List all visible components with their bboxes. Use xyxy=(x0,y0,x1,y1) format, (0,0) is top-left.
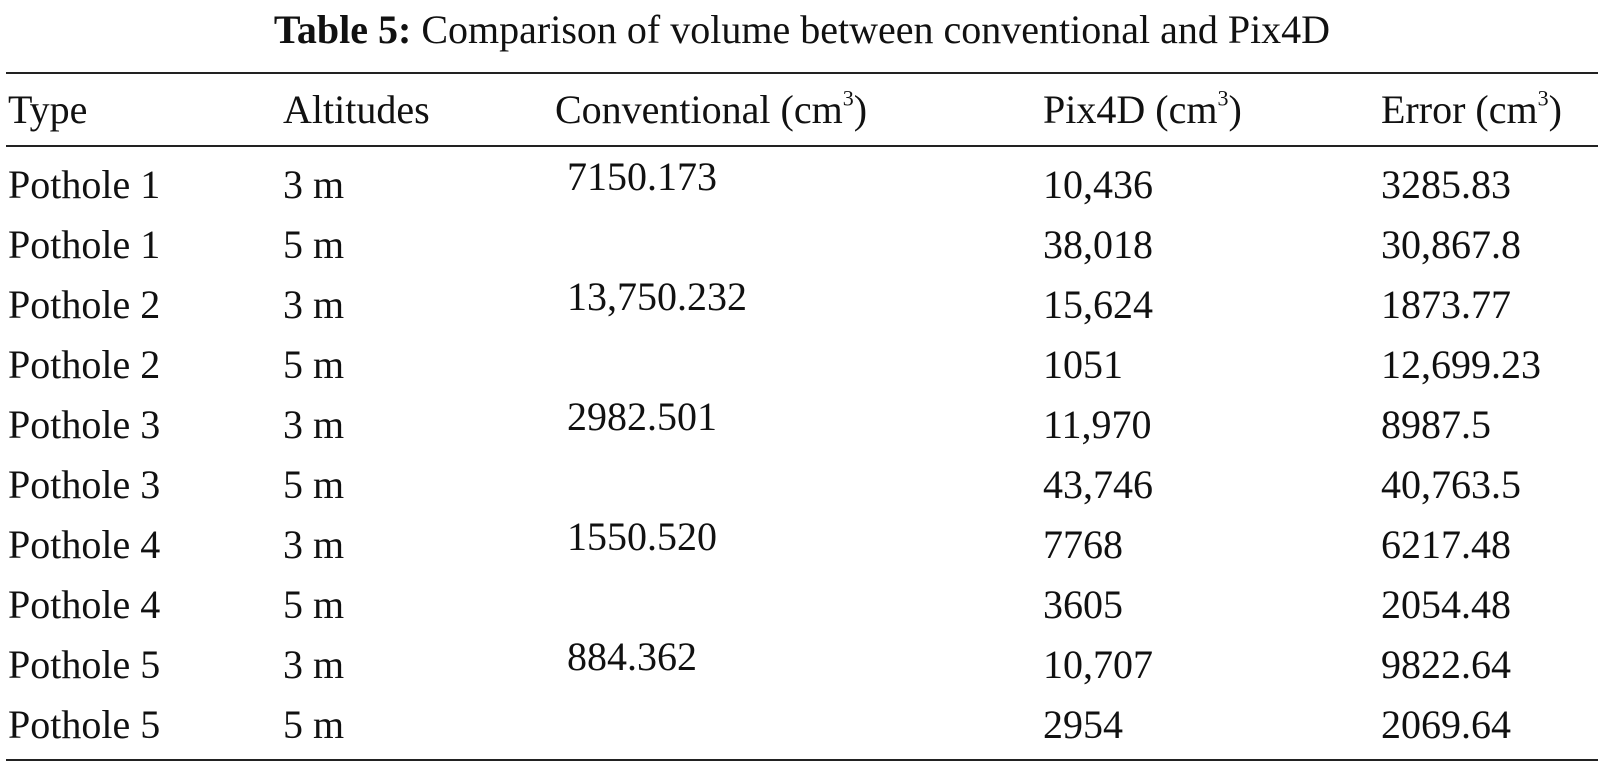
cell-conventional: 7150.173 xyxy=(567,154,717,199)
cell-error: 40,763.5 xyxy=(1381,462,1521,507)
table-caption: Table 5: Comparison of volume between co… xyxy=(0,8,1604,52)
cell-error: 12,699.23 xyxy=(1381,342,1541,387)
table-row: Pothole 4 3 m 1550.520 7768 6217.48 xyxy=(0,514,1604,575)
cell-conventional: 1550.520 xyxy=(567,514,717,559)
header-error-unit: 3 xyxy=(1537,85,1549,111)
cell-pix4d: 7768 xyxy=(1043,522,1123,567)
table-row: Pothole 5 3 m 884.362 10,707 9822.64 xyxy=(0,634,1604,695)
cell-type: Pothole 5 xyxy=(8,702,161,747)
cell-altitude: 5 m xyxy=(283,462,345,507)
header-conventional-label: Conventional (cm xyxy=(555,87,843,132)
cell-pix4d: 11,970 xyxy=(1043,402,1152,447)
cell-error: 6217.48 xyxy=(1381,522,1511,567)
cell-altitude: 3 m xyxy=(283,642,345,687)
top-rule xyxy=(6,72,1598,74)
cell-type: Pothole 1 xyxy=(8,222,161,267)
header-pix4d: Pix4D (cm3) xyxy=(1043,80,1242,140)
cell-pix4d: 10,436 xyxy=(1043,162,1153,207)
cell-type: Pothole 2 xyxy=(8,282,161,327)
cell-error: 1873.77 xyxy=(1381,282,1511,327)
cell-error: 3285.83 xyxy=(1381,162,1511,207)
cell-type: Pothole 2 xyxy=(8,342,161,387)
cell-type: Pothole 3 xyxy=(8,402,161,447)
table-row: Pothole 1 5 m 38,018 30,867.8 xyxy=(0,215,1604,275)
cell-altitude: 3 m xyxy=(283,282,345,327)
table-row: Pothole 1 3 m 7150.173 10,436 3285.83 xyxy=(0,154,1604,215)
header-error-label: Error (cm xyxy=(1381,87,1538,132)
table-row: Pothole 2 5 m 1051 12,699.23 xyxy=(0,335,1604,395)
cell-pix4d: 43,746 xyxy=(1043,462,1153,507)
cell-conventional: 13,750.232 xyxy=(567,274,747,319)
cell-error: 30,867.8 xyxy=(1381,222,1521,267)
table-header-row: Type Altitudes Conventional (cm3) Pix4D … xyxy=(0,80,1604,140)
header-pix4d-unit: 3 xyxy=(1217,85,1229,111)
cell-pix4d: 38,018 xyxy=(1043,222,1153,267)
header-pix4d-close: ) xyxy=(1228,87,1242,132)
bottom-rule xyxy=(6,759,1598,761)
table-row: Pothole 3 5 m 43,746 40,763.5 xyxy=(0,455,1604,515)
header-altitudes: Altitudes xyxy=(283,87,430,132)
header-pix4d-label: Pix4D (cm xyxy=(1043,87,1218,132)
cell-type: Pothole 4 xyxy=(8,582,161,627)
table-row: Pothole 4 5 m 3605 2054.48 xyxy=(0,575,1604,635)
cell-type: Pothole 3 xyxy=(8,462,161,507)
cell-altitude: 3 m xyxy=(283,522,345,567)
cell-conventional: 2982.501 xyxy=(567,394,717,439)
cell-error: 8987.5 xyxy=(1381,402,1491,447)
cell-pix4d: 1051 xyxy=(1043,342,1123,387)
header-conventional: Conventional (cm3) xyxy=(555,80,867,140)
cell-altitude: 5 m xyxy=(283,342,345,387)
cell-altitude: 5 m xyxy=(283,222,345,267)
header-rule xyxy=(6,145,1598,147)
header-error: Error (cm3) xyxy=(1381,80,1562,140)
header-error-close: ) xyxy=(1548,87,1562,132)
header-conventional-close: ) xyxy=(853,87,868,132)
table-row: Pothole 2 3 m 13,750.232 15,624 1873.77 xyxy=(0,274,1604,335)
table-number: Table 5: xyxy=(273,7,412,52)
cell-error: 9822.64 xyxy=(1381,642,1511,687)
table-row: Pothole 5 5 m 2954 2069.64 xyxy=(0,695,1604,755)
cell-error: 2054.48 xyxy=(1381,582,1511,627)
cell-pix4d: 10,707 xyxy=(1043,642,1153,687)
header-type: Type xyxy=(8,87,88,132)
cell-altitude: 5 m xyxy=(283,582,345,627)
header-conventional-unit: 3 xyxy=(842,85,854,111)
cell-type: Pothole 5 xyxy=(8,642,161,687)
caption-text: Comparison of volume between conventiona… xyxy=(421,7,1331,52)
cell-altitude: 3 m xyxy=(283,162,345,207)
table-row: Pothole 3 3 m 2982.501 11,970 8987.5 xyxy=(0,394,1604,455)
cell-pix4d: 3605 xyxy=(1043,582,1123,627)
cell-type: Pothole 1 xyxy=(8,162,161,207)
cell-pix4d: 2954 xyxy=(1043,702,1123,747)
cell-type: Pothole 4 xyxy=(8,522,161,567)
cell-pix4d: 15,624 xyxy=(1043,282,1153,327)
cell-conventional: 884.362 xyxy=(567,634,697,679)
cell-error: 2069.64 xyxy=(1381,702,1511,747)
cell-altitude: 3 m xyxy=(283,402,345,447)
cell-altitude: 5 m xyxy=(283,702,345,747)
